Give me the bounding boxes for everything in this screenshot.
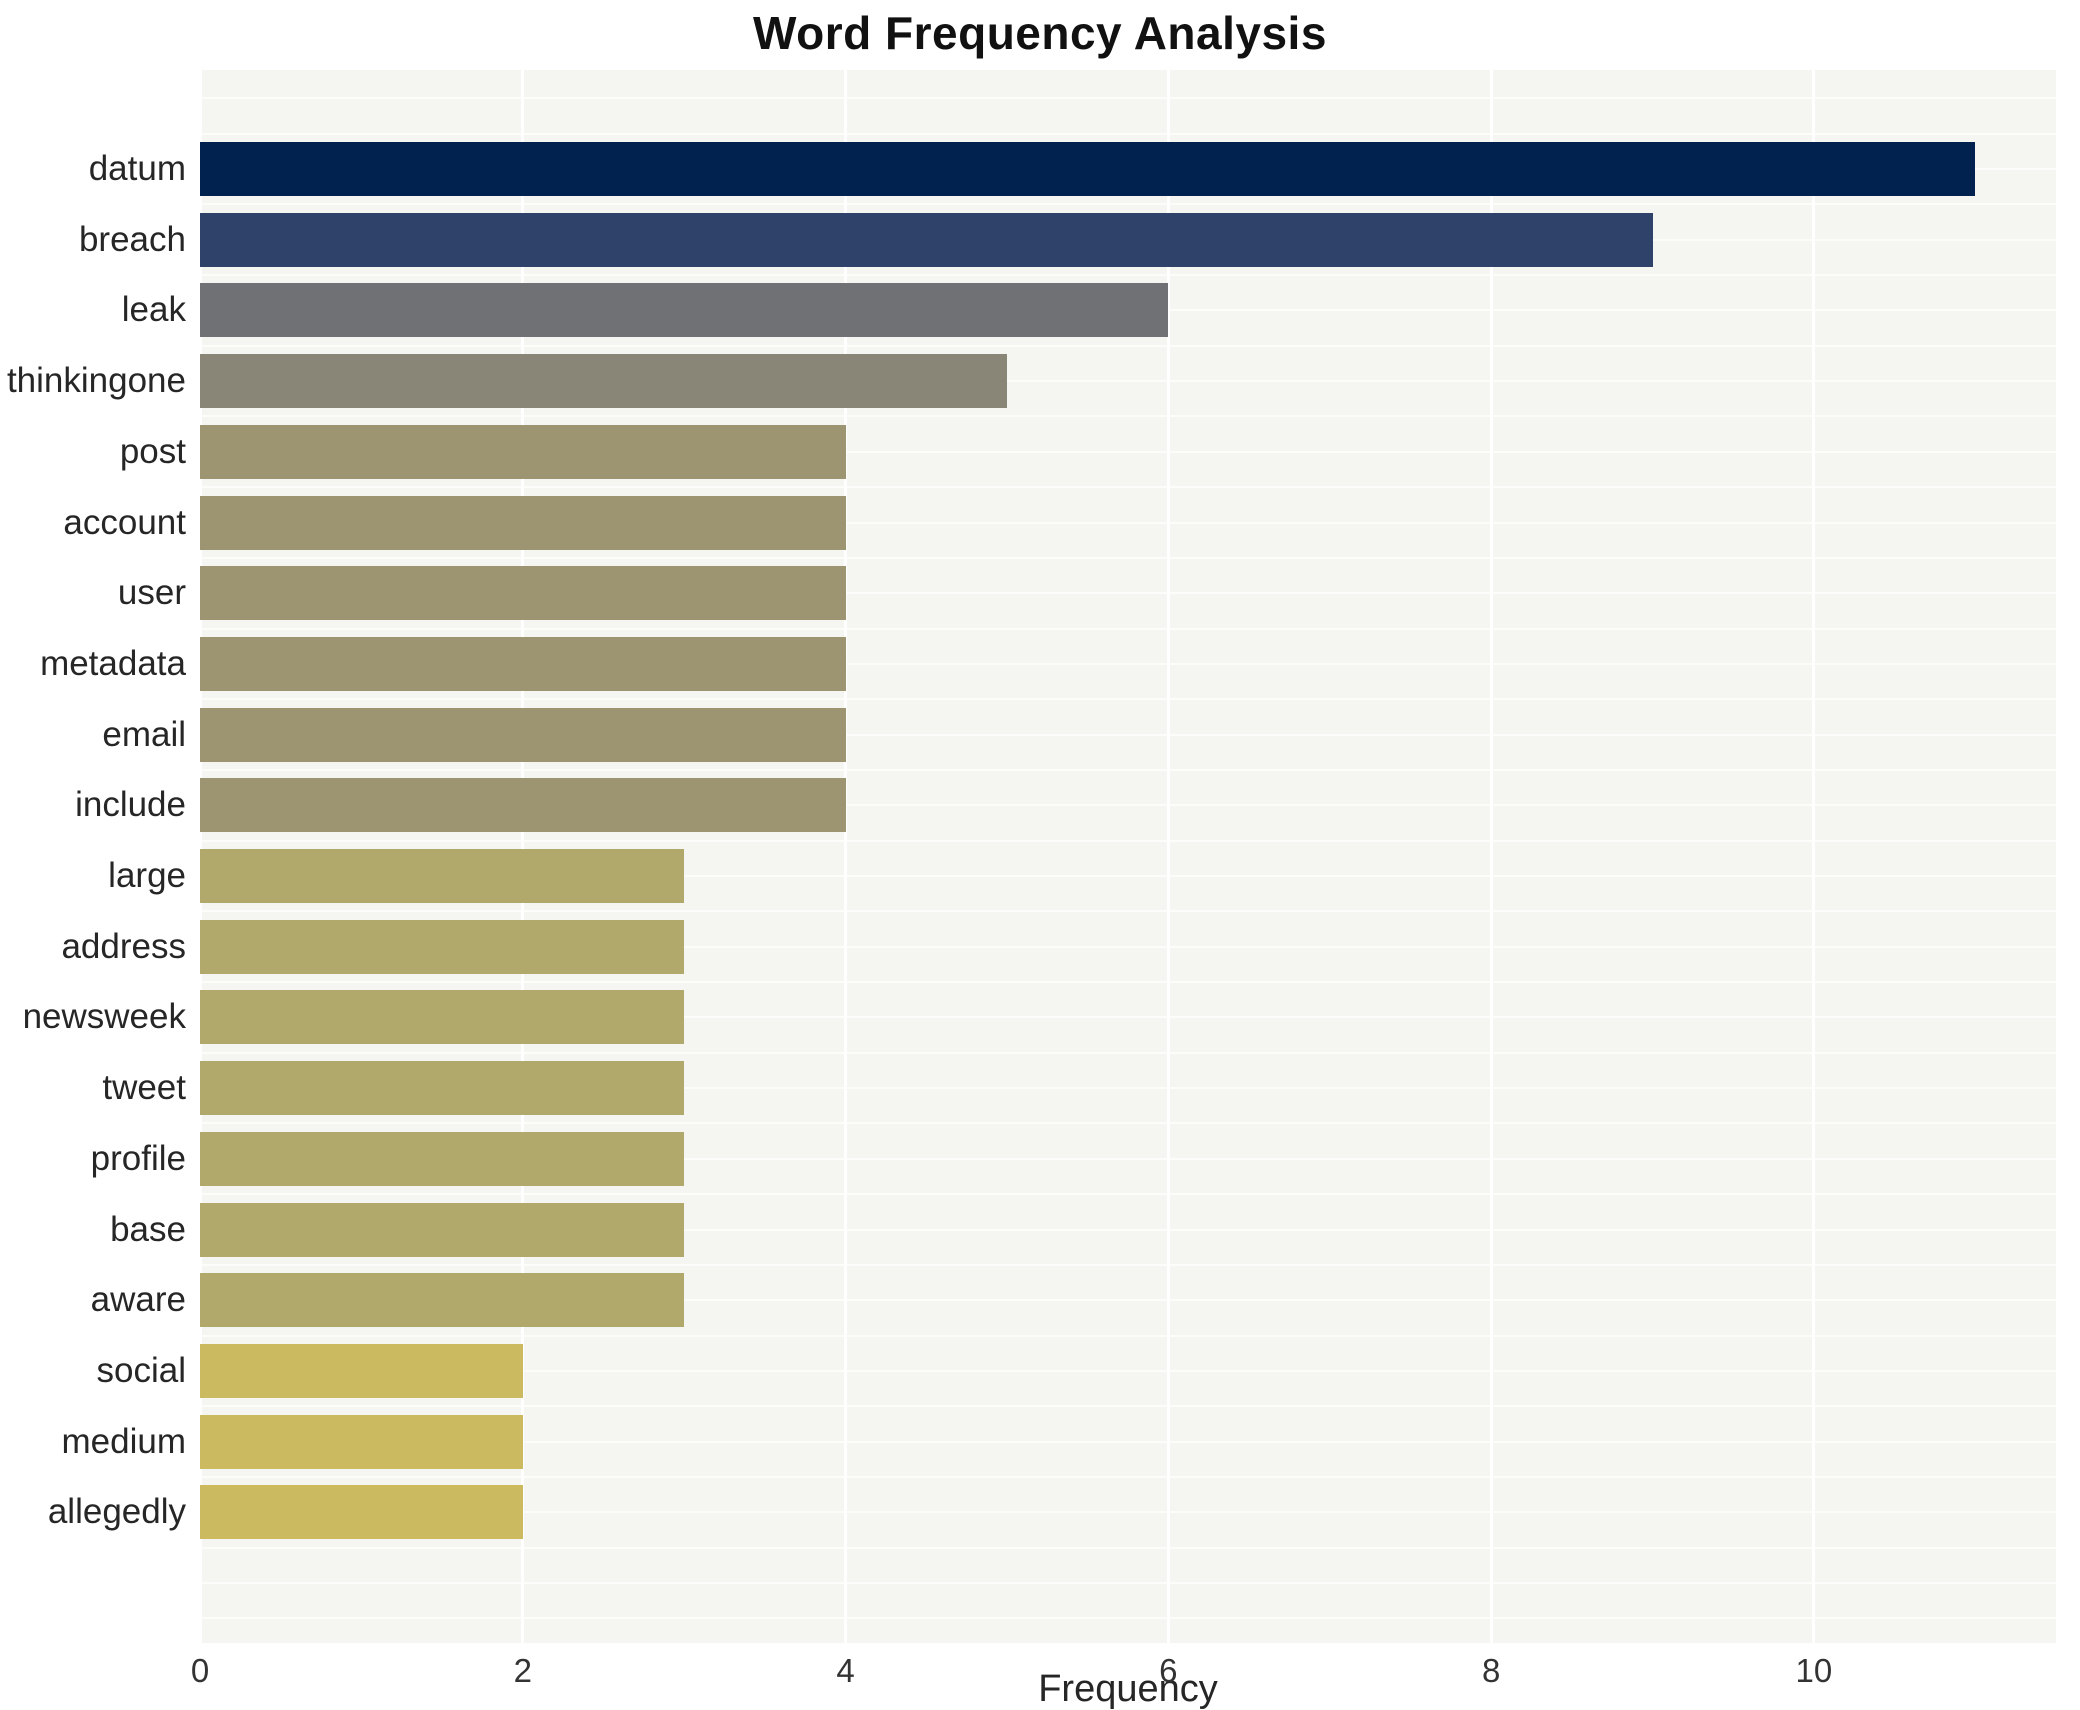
gridline-vertical [1166,70,1170,1643]
gridline-horizontal [200,981,2056,984]
y-axis-label-newsweek: newsweek [22,997,186,1037]
gridline-horizontal [200,1263,2056,1266]
bar-profile [200,1131,685,1186]
gridline-horizontal [200,839,2056,842]
gridline-horizontal [200,1157,2056,1160]
gridline-horizontal [200,274,2056,277]
bar-medium [200,1414,523,1469]
gridline-horizontal [200,1016,2056,1019]
gridline-vertical [844,70,848,1643]
bar-datum [200,142,1976,196]
gridline-horizontal [200,910,2056,913]
gridline-horizontal [200,1511,2056,1514]
y-axis-label-breach: breach [78,219,186,259]
x-tick-label: 10 [1795,1652,1833,1689]
gridline-horizontal [200,380,2056,383]
bar-leak [200,283,1169,338]
y-axis-label-email: email [102,714,186,754]
gridline-horizontal [200,733,2056,736]
bar-allegedly [200,1485,523,1540]
y-axis-label-leak: leak [121,290,186,330]
bar-thinkingone [200,354,1007,409]
gridline-horizontal [200,1193,2056,1196]
plot-area [198,70,2056,1643]
y-axis-label-profile: profile [90,1138,186,1178]
y-axis-label-datum: datum [88,149,186,188]
x-tick-label: 6 [1159,1652,1178,1689]
y-axis-label-base: base [110,1209,186,1249]
gridline-horizontal [200,1582,2056,1584]
gridline-horizontal [200,1122,2056,1125]
y-axis-label-metadata: metadata [40,643,186,683]
gridline-horizontal [200,627,2056,630]
gridline-horizontal [200,1228,2056,1231]
gridline-vertical [1812,70,1816,1643]
gridline-horizontal [200,450,2056,453]
x-tick-label: 4 [836,1652,855,1689]
bar-include [200,778,846,833]
bar-account [200,495,846,550]
bar-social [200,1343,523,1398]
bar-large [200,849,685,903]
y-axis-label-allegedly: allegedly [47,1492,186,1532]
y-axis-label-include: include [75,785,186,825]
y-axis-label-thinkingone: thinkingone [6,361,186,401]
bar-breach [200,212,1653,267]
y-axis-label-user: user [117,573,186,613]
bar-user [200,566,846,621]
gridline-horizontal [200,592,2056,595]
bar-address [200,919,685,974]
gridline-horizontal [200,1369,2056,1372]
gridline-horizontal [200,486,2056,489]
gridline-horizontal [200,1546,2056,1549]
gridline-horizontal [200,875,2056,877]
gridline-horizontal [200,1475,2056,1478]
gridline-horizontal [200,132,2056,135]
y-axis-label-address: address [61,926,186,966]
gridline-horizontal [200,945,2056,948]
gridline-horizontal [200,1334,2056,1337]
gridline-horizontal [200,556,2056,559]
y-axis-label-social: social [96,1350,186,1390]
gridline-horizontal [200,1051,2056,1054]
bar-tweet [200,1061,685,1116]
x-tick-label: 8 [1481,1652,1501,1689]
gridline-horizontal [200,1299,2056,1302]
bar-aware [200,1273,685,1328]
bar-newsweek [200,990,685,1045]
gridline-horizontal [200,97,2056,100]
gridline-horizontal [200,698,2056,701]
bar-base [200,1202,685,1257]
x-axis-label: Frequency [1038,1668,1218,1710]
gridline-vertical [1489,70,1493,1643]
gridline-horizontal [200,768,2056,771]
bar-email [200,707,846,762]
bar-post [200,424,846,479]
gridline-horizontal [200,1617,2056,1620]
y-axis-label-aware: aware [90,1280,186,1320]
gridline-horizontal [200,203,2056,206]
gridline-horizontal [200,662,2056,665]
x-tick-label: 0 [190,1652,210,1689]
gridline-horizontal [200,1405,2056,1408]
y-axis-label-large: large [108,856,186,895]
y-axis-label-medium: medium [61,1421,186,1461]
y-axis-label-tweet: tweet [102,1068,186,1108]
gridline-horizontal [200,1087,2056,1090]
chart-title: Word Frequency Analysis [753,7,1327,59]
y-axis-label-post: post [119,431,186,471]
gridline-horizontal [200,804,2056,807]
gridline-horizontal [200,344,2056,347]
y-axis-label-account: account [63,502,186,542]
bar-metadata [200,636,846,691]
gridline-horizontal [200,521,2056,524]
x-tick-label: 2 [513,1652,532,1689]
gridline-horizontal [200,1440,2056,1443]
gridline-horizontal [200,415,2056,418]
